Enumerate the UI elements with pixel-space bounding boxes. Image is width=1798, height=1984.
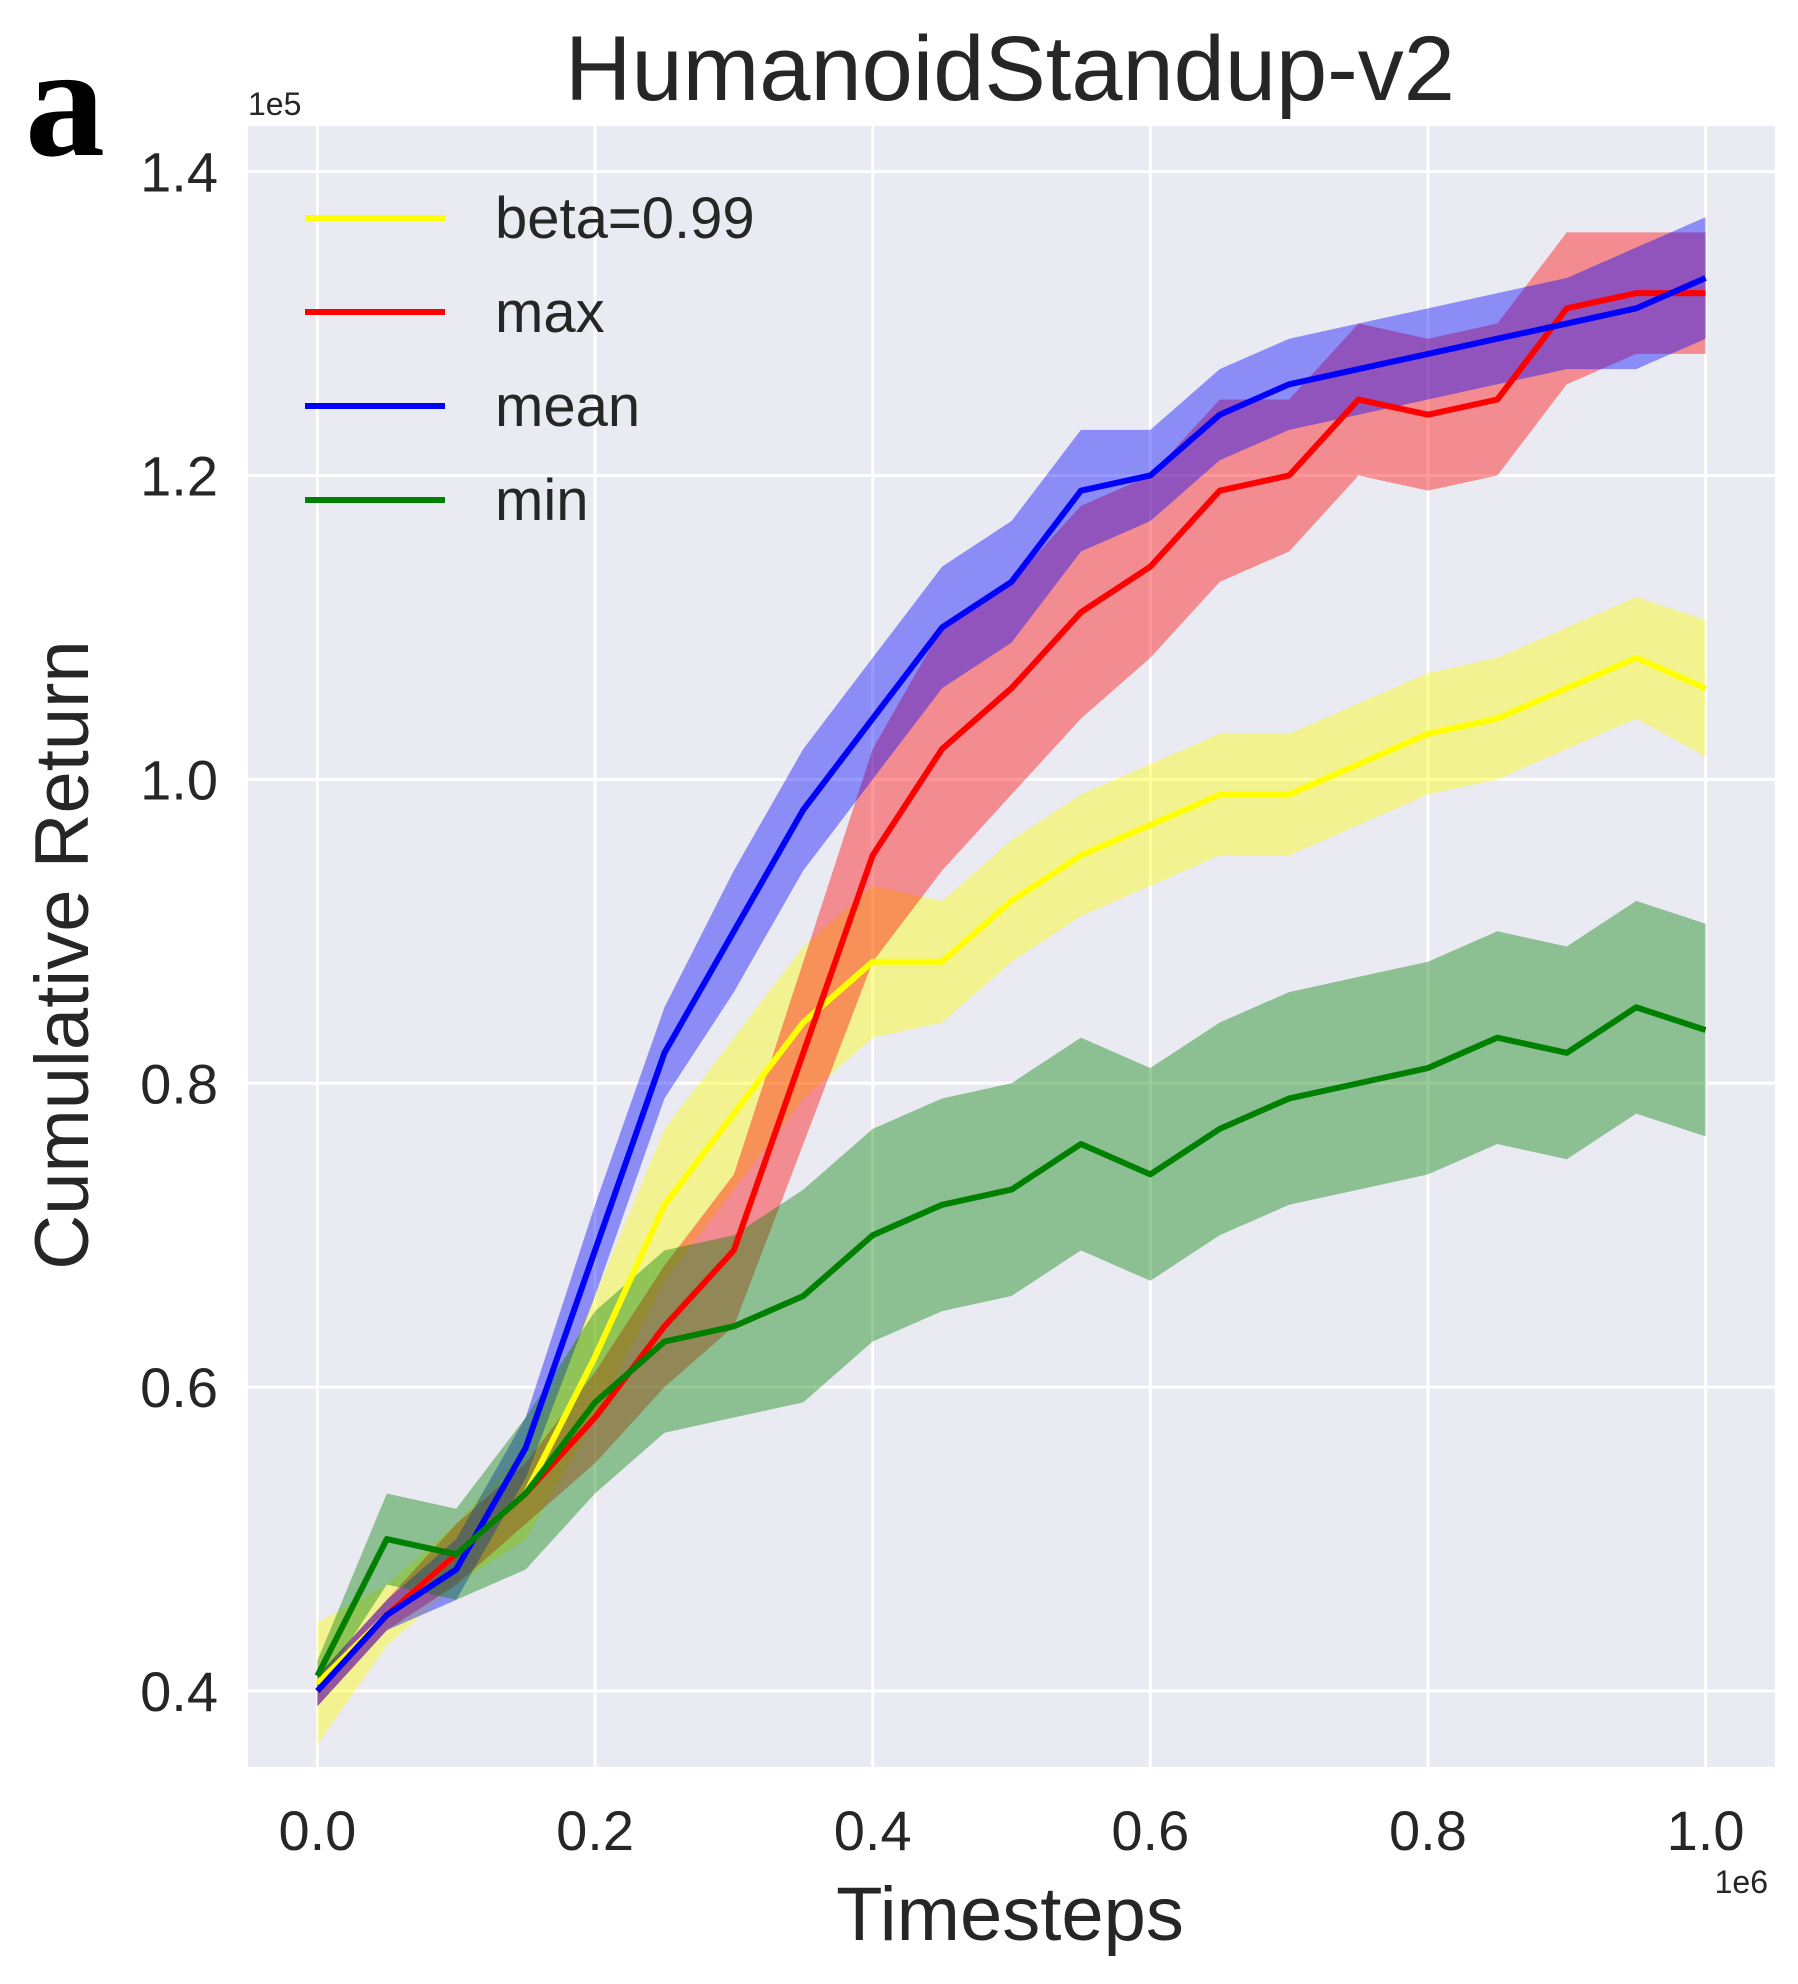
panel-label: a bbox=[25, 12, 105, 190]
band-min bbox=[317, 900, 1706, 1692]
line-min bbox=[314, 1004, 1707, 1678]
line-mean bbox=[315, 275, 1707, 1694]
x-tick-label: 0.0 bbox=[278, 1799, 356, 1862]
y-tick-label: 1.0 bbox=[140, 748, 218, 811]
y-axis-label: Cumulative Return bbox=[20, 640, 105, 1269]
legend-label-mean: mean bbox=[495, 374, 640, 439]
legend-label-beta-0-99: beta=0.99 bbox=[495, 186, 755, 251]
x-axis-label: Timesteps bbox=[836, 1872, 1184, 1957]
x-tick-labels: 0.0 0.2 0.4 0.6 0.8 1.0 bbox=[278, 1799, 1744, 1862]
legend-label-min: min bbox=[495, 468, 588, 533]
x-tick-label: 0.4 bbox=[834, 1799, 912, 1862]
band-max bbox=[317, 232, 1706, 1707]
y-tick-labels: 0.4 0.6 0.8 1.0 1.2 1.4 bbox=[140, 141, 218, 1723]
x-tick-label: 0.6 bbox=[1111, 1799, 1189, 1862]
x-offset-label: 1e6 bbox=[1715, 1864, 1768, 1900]
legend-label-max: max bbox=[495, 280, 605, 345]
y-tick-label: 1.2 bbox=[140, 444, 218, 507]
y-tick-label: 1.4 bbox=[140, 141, 218, 204]
legend: beta=0.99 max mean min bbox=[305, 186, 755, 533]
y-tick-label: 0.8 bbox=[140, 1052, 218, 1115]
series-lines bbox=[314, 275, 1707, 1694]
line-beta-0-99 bbox=[315, 654, 1707, 1686]
grid-lines bbox=[248, 126, 1775, 1767]
y-tick-label: 0.6 bbox=[140, 1356, 218, 1419]
y-tick-label: 0.4 bbox=[140, 1660, 218, 1723]
chart-title: HumanoidStandup-v2 bbox=[565, 18, 1455, 120]
x-tick-label: 0.8 bbox=[1389, 1799, 1467, 1862]
x-tick-label: 1.0 bbox=[1667, 1799, 1745, 1862]
line-max bbox=[315, 290, 1706, 1694]
band-beta-0-99 bbox=[317, 597, 1706, 1745]
x-tick-label: 0.2 bbox=[556, 1799, 634, 1862]
y-offset-label: 1e5 bbox=[248, 86, 301, 122]
